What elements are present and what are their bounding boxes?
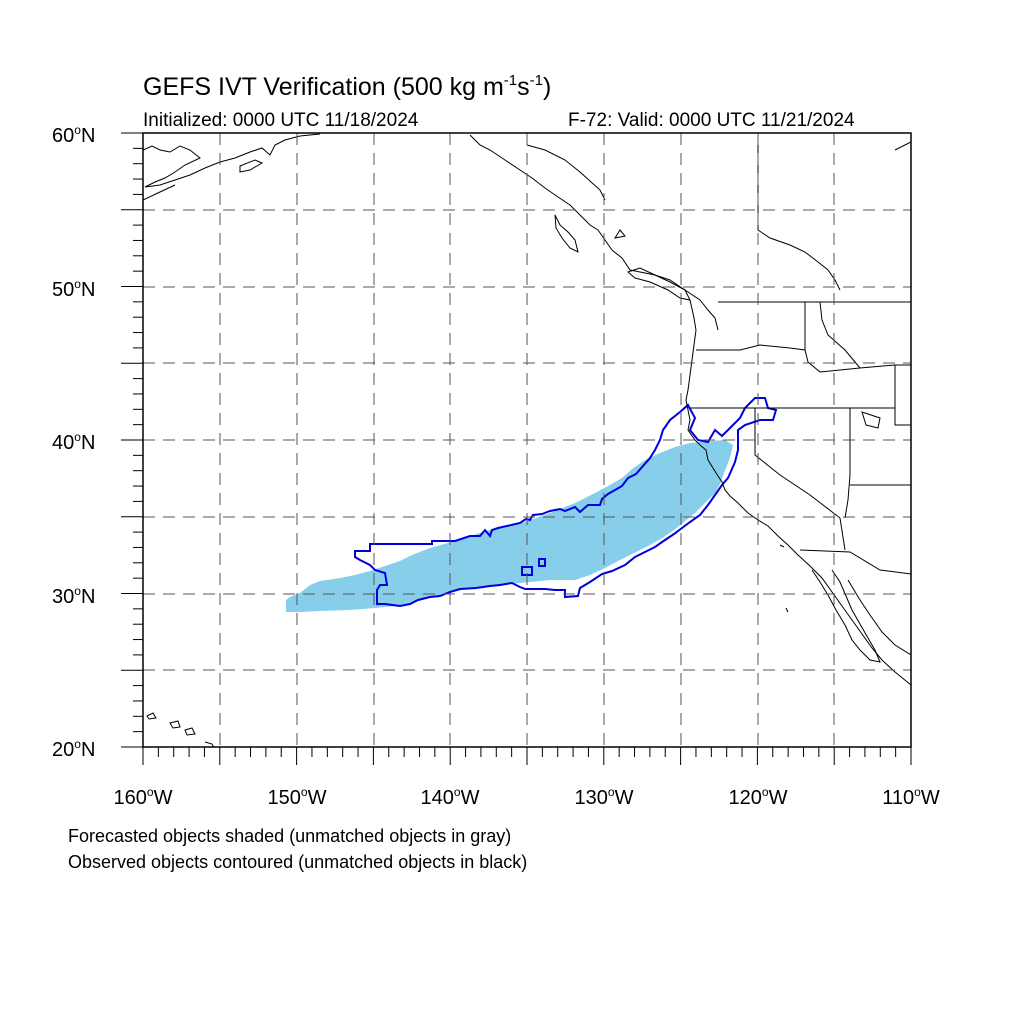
political-borders <box>690 135 911 575</box>
lon-label-130w: 130oW <box>574 785 634 809</box>
lon-label-140w: 140oW <box>420 785 480 809</box>
axis-ticks <box>121 132 912 765</box>
lon-label-160w: 160oW <box>113 785 173 809</box>
lat-label-60n: 60oN <box>52 123 96 147</box>
lon-label-120w: 120oW <box>728 785 788 809</box>
initialized-time: Initialized: 0000 UTC 11/18/2024 <box>143 110 419 131</box>
chart-title: GEFS IVT Verification (500 kg m-1s-1) <box>143 72 552 101</box>
lon-label-150w: 150oW <box>267 785 327 809</box>
graticule <box>143 133 911 747</box>
valid-time: F-72: Valid: 0000 UTC 11/21/2024 <box>568 110 855 131</box>
lat-label-20n: 20oN <box>52 737 96 761</box>
caption-forecast: Forecasted objects shaded (unmatched obj… <box>68 826 512 846</box>
caption-observed: Observed objects contoured (unmatched ob… <box>68 852 528 872</box>
observed-object-contour <box>354 397 778 608</box>
lat-label-50n: 50oN <box>52 277 96 301</box>
lat-label-30n: 30oN <box>52 584 96 608</box>
lon-label-110w: 110oW <box>882 785 940 809</box>
coastlines <box>143 133 911 747</box>
observed-object-small-2 <box>538 558 546 567</box>
lat-label-40n: 40oN <box>52 430 96 454</box>
